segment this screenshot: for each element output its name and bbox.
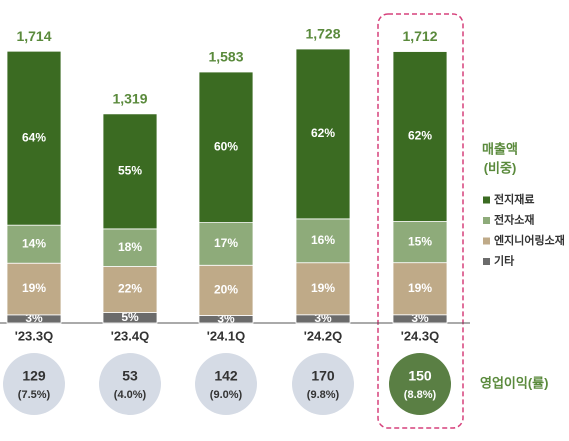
profit-circle	[99, 353, 161, 415]
bar-segment	[6, 262, 62, 316]
x-tick-label: '23.3Q	[15, 328, 54, 343]
bar-segment	[295, 218, 351, 264]
legend-label: 전지재료	[494, 192, 534, 206]
legend-label: 엔지니어링소재	[494, 233, 565, 247]
legend-swatch	[483, 237, 490, 245]
bar-segment	[295, 262, 351, 316]
profit-title: 영업이익(률)	[480, 375, 548, 390]
profit-value: 53	[122, 368, 138, 384]
segment-label: 62%	[408, 129, 432, 143]
profit-circle	[292, 353, 354, 415]
legend-label: 전자소재	[494, 212, 534, 226]
profit-margin: (7.5%)	[18, 389, 51, 401]
bar-segment	[102, 228, 158, 267]
profit-margin: (9.0%)	[210, 389, 243, 401]
total-label: 1,714	[16, 28, 51, 44]
x-tick-label: '23.4Q	[111, 328, 150, 343]
total-label: 1,728	[305, 26, 340, 42]
bar-segment	[6, 224, 62, 264]
bar-segment	[392, 51, 448, 222]
legend-label: 기타	[494, 253, 515, 267]
profit-value: 150	[408, 368, 432, 384]
bar-segment	[6, 50, 62, 226]
segment-label: 55%	[118, 164, 142, 178]
profit-circle	[389, 353, 451, 415]
total-label: 1,319	[112, 91, 147, 107]
bar-segment	[295, 48, 351, 220]
segment-label: 17%	[214, 236, 238, 250]
segment-label: 5%	[121, 310, 139, 324]
profit-margin: (8.8%)	[404, 389, 437, 401]
legend-swatch	[483, 258, 490, 265]
bar-segment	[392, 262, 448, 316]
segment-label: 20%	[214, 283, 238, 297]
profit-margin: (9.8%)	[307, 389, 340, 401]
bar-segment	[198, 264, 254, 316]
segment-label: 19%	[408, 281, 432, 295]
segment-label: 22%	[118, 282, 142, 296]
x-tick-label: '24.2Q	[304, 328, 343, 343]
total-label: 1,712	[402, 28, 437, 44]
profit-value: 170	[311, 368, 335, 384]
x-tick-label: '24.1Q	[207, 328, 246, 343]
segment-label: 18%	[118, 240, 142, 254]
bar-segment	[102, 113, 158, 230]
bar-segment	[102, 266, 158, 313]
profit-value: 129	[22, 368, 46, 384]
bar-segment	[392, 221, 448, 264]
legend-title: (비중)	[484, 160, 517, 175]
segment-label: 19%	[22, 281, 46, 295]
segment-label: 16%	[311, 233, 335, 247]
x-tick-label: '24.3Q	[401, 328, 440, 343]
segment-label: 14%	[22, 236, 46, 250]
legend-title: 매출액	[482, 141, 518, 156]
highlight-box	[377, 13, 464, 429]
total-label: 1,583	[208, 49, 243, 65]
legend-swatch	[483, 196, 490, 204]
segment-label: 64%	[22, 130, 46, 144]
profit-circle	[3, 353, 65, 415]
profit-circle	[195, 353, 257, 415]
bar-segment	[198, 71, 254, 223]
legend-swatch	[483, 217, 490, 224]
segment-label: 15%	[408, 234, 432, 248]
profit-value: 142	[214, 368, 238, 384]
profit-margin: (4.0%)	[114, 389, 147, 401]
segment-label: 60%	[214, 139, 238, 153]
segment-label: 19%	[311, 281, 335, 295]
segment-label: 62%	[311, 126, 335, 140]
